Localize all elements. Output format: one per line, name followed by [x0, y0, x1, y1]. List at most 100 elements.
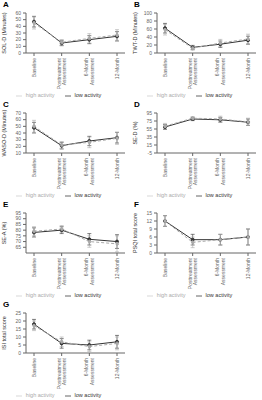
svg-text:PosttreatmentAssessment: PosttreatmentAssessment [56, 157, 68, 189]
svg-text:SE-D (%): SE-D (%) [132, 121, 138, 144]
svg-text:10: 10 [15, 43, 21, 49]
svg-text:15: 15 [146, 142, 152, 148]
svg-text:40: 40 [146, 34, 152, 40]
svg-text:12-Month: 12-Month [114, 358, 120, 379]
svg-text:PosttreatmentAssessment: PosttreatmentAssessment [187, 257, 199, 289]
svg-text:6-MonthAssessment: 6-MonthAssessment [83, 157, 95, 185]
svg-text:20: 20 [15, 318, 21, 324]
html-text:B: B [134, 0, 140, 9]
html-text:D: D [134, 100, 140, 109]
svg-text:40: 40 [15, 130, 21, 136]
svg-text:6-MonthAssessment: 6-MonthAssessment [83, 357, 95, 385]
html-text:high activity: high activity [156, 92, 186, 98]
svg-text:75: 75 [15, 233, 21, 239]
svg-text:-5: -5 [148, 150, 153, 156]
html-text:low activity: low activity [74, 92, 102, 98]
svg-text:60: 60 [15, 116, 21, 122]
svg-text:12-Month: 12-Month [114, 58, 120, 79]
html-text:low activity: low activity [74, 192, 102, 198]
html-text:C: C [3, 100, 9, 109]
svg-text:55: 55 [146, 126, 152, 132]
svg-text:70: 70 [15, 110, 21, 116]
svg-text:12-Month: 12-Month [114, 258, 120, 279]
svg-text:0: 0 [18, 50, 21, 56]
svg-text:0: 0 [149, 250, 152, 256]
svg-text:5: 5 [18, 342, 21, 348]
svg-text:40: 40 [15, 23, 21, 29]
svg-text:10: 10 [15, 150, 21, 156]
svg-text:20: 20 [15, 36, 21, 42]
svg-text:85: 85 [15, 221, 21, 227]
html-text:A: A [3, 0, 9, 9]
svg-text:70: 70 [15, 238, 21, 244]
html-text:high activity: high activity [25, 292, 55, 298]
svg-text:75: 75 [146, 118, 152, 124]
svg-text:PosttreatmentAssessment: PosttreatmentAssessment [56, 57, 68, 89]
html-text:high activity: high activity [156, 192, 186, 198]
svg-text:65: 65 [15, 244, 21, 250]
svg-text:12: 12 [146, 218, 152, 224]
svg-text:PosttreatmentAssessment: PosttreatmentAssessment [56, 257, 68, 289]
svg-text:TWT-D (Minutes): TWT-D (Minutes) [132, 12, 138, 54]
html-text:G: G [3, 300, 10, 309]
svg-text:25: 25 [15, 310, 21, 316]
svg-text:Baseline: Baseline [31, 158, 37, 177]
svg-text:Baseline: Baseline [162, 258, 168, 277]
svg-text:WASO-D (Minutes): WASO-D (Minutes) [1, 110, 7, 156]
svg-text:15: 15 [15, 326, 21, 332]
svg-text:SOL-D (Minutes): SOL-D (Minutes) [1, 12, 7, 53]
svg-text:100: 100 [144, 10, 153, 16]
svg-text:35: 35 [146, 134, 152, 140]
svg-text:Baseline: Baseline [31, 358, 37, 377]
svg-text:60: 60 [15, 10, 21, 16]
svg-text:90: 90 [15, 215, 21, 221]
html-text:low activity: low activity [205, 192, 233, 198]
html-text:high activity: high activity [156, 292, 186, 298]
svg-text:6-MonthAssessment: 6-MonthAssessment [83, 257, 95, 285]
html-text:low activity: low activity [205, 292, 233, 298]
svg-text:6: 6 [149, 234, 152, 240]
svg-text:SE-A (%): SE-A (%) [1, 222, 7, 245]
svg-text:20: 20 [146, 42, 152, 48]
svg-text:Baseline: Baseline [162, 158, 168, 177]
svg-text:Baseline: Baseline [31, 58, 37, 77]
html-text:low activity: low activity [205, 92, 233, 98]
svg-text:30: 30 [15, 136, 21, 142]
svg-text:10: 10 [15, 334, 21, 340]
html-text:low activity: low activity [74, 392, 102, 398]
html-text:high activity: high activity [25, 192, 55, 198]
svg-text:PosttreatmentAssessment: PosttreatmentAssessment [56, 357, 68, 389]
svg-text:50: 50 [15, 123, 21, 129]
svg-text:12-Month: 12-Month [245, 258, 251, 279]
svg-text:20: 20 [15, 143, 21, 149]
svg-text:30: 30 [15, 30, 21, 36]
svg-text:6-MonthAssessment: 6-MonthAssessment [83, 57, 95, 85]
svg-text:80: 80 [146, 18, 152, 24]
svg-text:6-MonthAssessment: 6-MonthAssessment [214, 57, 226, 85]
svg-text:12-Month: 12-Month [245, 58, 251, 79]
svg-text:80: 80 [15, 227, 21, 233]
svg-text:0: 0 [18, 350, 21, 356]
html-text:E: E [3, 200, 9, 209]
svg-text:50: 50 [15, 16, 21, 22]
svg-text:Baseline: Baseline [31, 258, 37, 277]
svg-text:PSQI total score: PSQI total score [132, 213, 138, 253]
svg-text:12-Month: 12-Month [245, 158, 251, 179]
html-text:high activity: high activity [25, 92, 55, 98]
svg-text:60: 60 [146, 26, 152, 32]
svg-text:12-Month: 12-Month [114, 158, 120, 179]
svg-text:PosttreatmentAssessment: PosttreatmentAssessment [187, 57, 199, 89]
svg-text:15: 15 [146, 210, 152, 216]
svg-text:6-MonthAssessment: 6-MonthAssessment [214, 157, 226, 185]
svg-text:95: 95 [15, 210, 21, 216]
svg-text:6-MonthAssessment: 6-MonthAssessment [214, 257, 226, 285]
svg-text:ISI total score: ISI total score [1, 316, 7, 350]
svg-text:3: 3 [149, 242, 152, 248]
html-text:high activity: high activity [25, 392, 55, 398]
svg-text:PosttreatmentAssessment: PosttreatmentAssessment [187, 157, 199, 189]
svg-text:95: 95 [146, 110, 152, 116]
html-text:low activity: low activity [74, 292, 102, 298]
svg-text:Baseline: Baseline [162, 58, 168, 77]
svg-text:9: 9 [149, 226, 152, 232]
svg-text:0: 0 [149, 50, 152, 56]
